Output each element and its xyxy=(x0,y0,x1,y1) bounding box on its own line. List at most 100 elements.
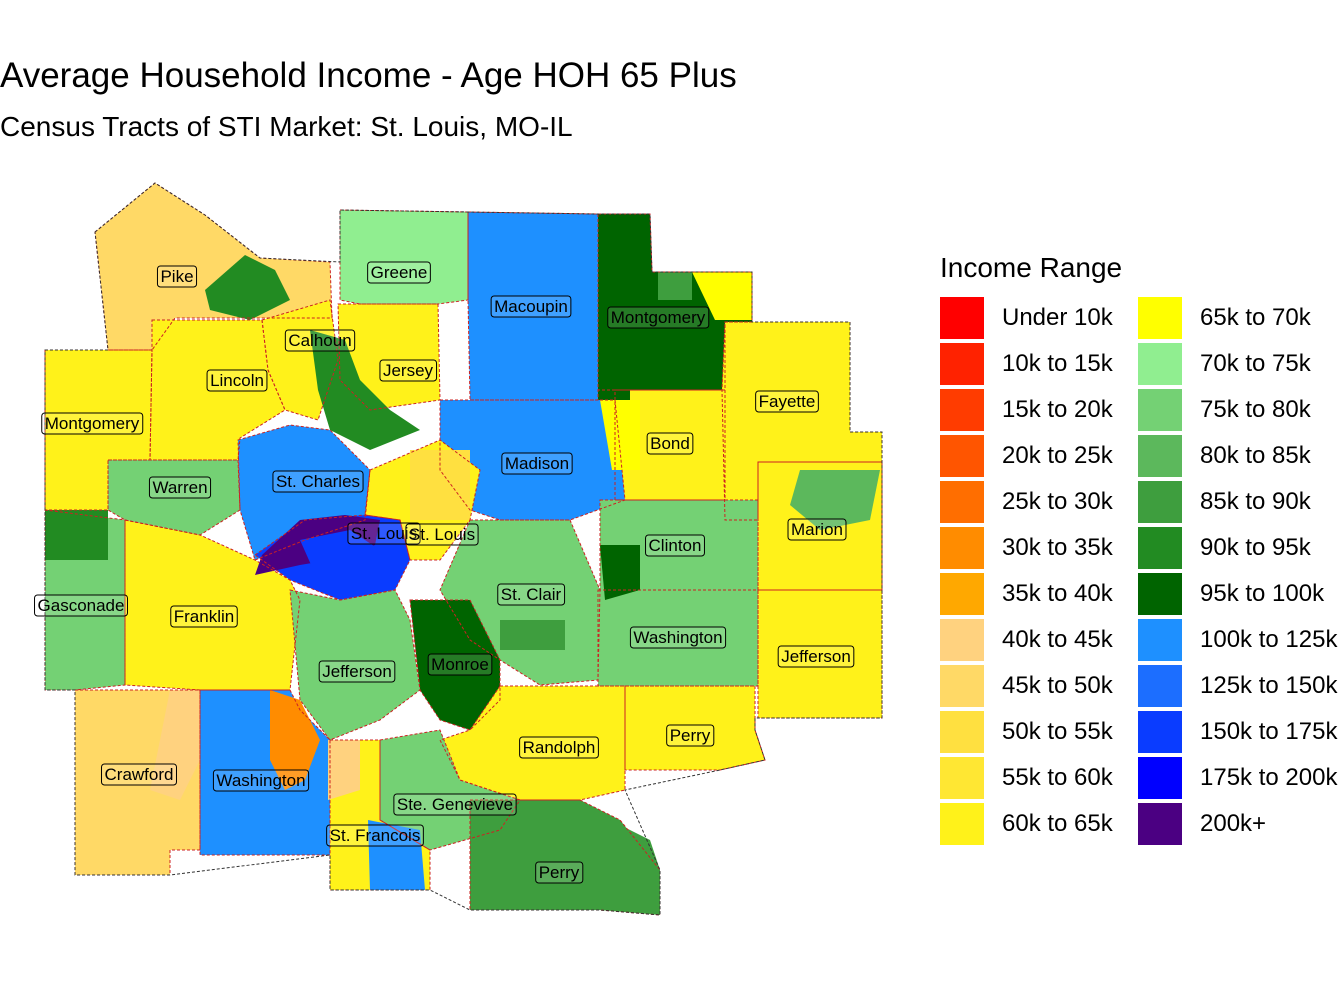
county-shape-jefferson-il xyxy=(758,590,882,718)
county-label-box xyxy=(101,763,177,786)
county-label: Fayette xyxy=(755,390,819,413)
legend-swatch xyxy=(940,757,984,799)
tract-accent xyxy=(598,300,630,400)
county-label: Jefferson xyxy=(777,645,855,668)
county-label-box xyxy=(645,534,705,557)
county-label-box xyxy=(318,660,396,683)
county-shape-washington-il xyxy=(598,590,758,686)
county-label: Gasconade xyxy=(34,594,128,617)
county-label-box xyxy=(405,523,479,546)
county-border xyxy=(364,439,481,561)
county-label: Marion xyxy=(787,518,847,541)
legend-item: 45k to 50k xyxy=(940,663,1138,709)
legend-swatch xyxy=(1138,389,1182,431)
legend-item: 40k to 45k xyxy=(940,617,1138,663)
county-label: Greene xyxy=(367,261,431,284)
county-label-text: Fayette xyxy=(759,392,816,411)
county-label-box xyxy=(326,824,424,847)
county-label: St. Louis xyxy=(347,522,421,545)
legend-item: 85k to 90k xyxy=(1138,479,1336,525)
tract-accent xyxy=(328,740,360,800)
county-label-text: St. Charles xyxy=(276,472,360,491)
tract-accent xyxy=(610,820,660,880)
county-label: Montgomery xyxy=(41,412,144,435)
county-label-box xyxy=(284,329,356,352)
tract-accent xyxy=(535,245,595,330)
county-label: Randolph xyxy=(519,736,599,759)
legend-item: 175k to 200k xyxy=(1138,755,1337,801)
county-shape-franklin xyxy=(125,520,300,690)
county-label-box xyxy=(497,583,566,606)
tract-accent xyxy=(45,510,108,560)
county-label-box xyxy=(607,306,710,329)
tract-accent xyxy=(500,620,565,650)
county-label-box xyxy=(519,736,599,759)
county-label-text: St. Louis xyxy=(351,524,417,543)
legend-swatch xyxy=(1138,573,1182,615)
county-border xyxy=(409,599,501,731)
legend-swatch xyxy=(1138,435,1182,477)
map-title: Average Household Income - Age HOH 65 Pl… xyxy=(0,56,737,95)
legend-label: 55k to 60k xyxy=(1002,764,1113,791)
legend-title: Income Range xyxy=(940,252,1123,283)
county-label-text: Washington xyxy=(633,628,722,647)
legend-label: 20k to 25k xyxy=(1002,442,1113,469)
county-label: Madison xyxy=(501,452,573,475)
county-label-box xyxy=(148,476,212,499)
county-label: Clinton xyxy=(645,534,705,557)
legend-swatch xyxy=(1138,481,1182,523)
legend-swatch xyxy=(940,619,984,661)
legend-swatch xyxy=(1138,619,1182,661)
county-label: Ste. Genevieve xyxy=(393,793,517,816)
county-label-text: Montgomery xyxy=(45,414,140,433)
county-label: Crawford xyxy=(101,763,177,786)
county-label-text: Warren xyxy=(152,478,207,497)
county-label: Washington xyxy=(629,626,727,649)
county-label-box xyxy=(212,769,310,792)
county-label-box xyxy=(41,412,144,435)
legend-label: 80k to 85k xyxy=(1200,442,1311,469)
legend-swatch xyxy=(1138,665,1182,707)
legend-swatch xyxy=(940,573,984,615)
county-label-text: Clinton xyxy=(649,536,702,555)
county-border xyxy=(439,399,626,521)
legend-item: 90k to 95k xyxy=(1138,525,1336,571)
tract-accent xyxy=(600,400,640,470)
county-label-text: Montgomery xyxy=(611,308,706,327)
county-shape-perry-il xyxy=(625,686,765,770)
county-border xyxy=(199,689,331,856)
legend-swatch xyxy=(1138,711,1182,753)
county-border xyxy=(124,519,301,691)
legend: Income Range Under 10k 10k to 15k 15k to 2… xyxy=(940,252,1338,847)
county-label: Calhoun xyxy=(284,329,356,352)
county-label: Bond xyxy=(646,432,694,455)
legend-item: 150k to 175k xyxy=(1138,709,1337,755)
legend-swatch xyxy=(1138,803,1182,845)
county-label-text: Lincoln xyxy=(210,371,264,390)
legend-label: 75k to 80k xyxy=(1200,396,1311,423)
legend-label: 40k to 45k xyxy=(1002,626,1113,653)
tract-accent xyxy=(368,820,425,890)
county-shape-lincoln xyxy=(150,320,285,460)
legend-item: 55k to 60k xyxy=(940,755,1138,801)
legend-label: 90k to 95k xyxy=(1200,534,1311,561)
county-label-text: Greene xyxy=(371,263,428,282)
county-label-text: Franklin xyxy=(174,607,234,626)
county-shape-montgomery-mo xyxy=(45,350,152,510)
county-border xyxy=(329,739,431,891)
county-shape-randolph xyxy=(440,686,625,800)
legend-item: 15k to 20k xyxy=(940,387,1138,433)
legend-columns: Under 10k 10k to 15k 15k to 20k 20k to 25k 2… xyxy=(940,295,1338,847)
legend-label: 100k to 125k xyxy=(1200,626,1338,653)
tract-accent xyxy=(692,272,752,320)
legend-item: 50k to 55k xyxy=(940,709,1138,755)
county-label: St. Francois xyxy=(326,824,424,847)
county-label-box xyxy=(379,359,438,382)
county-border xyxy=(721,321,883,521)
legend-item: 200k+ xyxy=(1138,801,1336,847)
legend-label: 50k to 55k xyxy=(1002,718,1113,745)
county-shape-montgomery-il xyxy=(598,214,752,390)
legend-swatch xyxy=(1138,527,1182,569)
legend-label: 60k to 65k xyxy=(1002,810,1113,837)
legend-item: 65k to 70k xyxy=(1138,295,1336,341)
